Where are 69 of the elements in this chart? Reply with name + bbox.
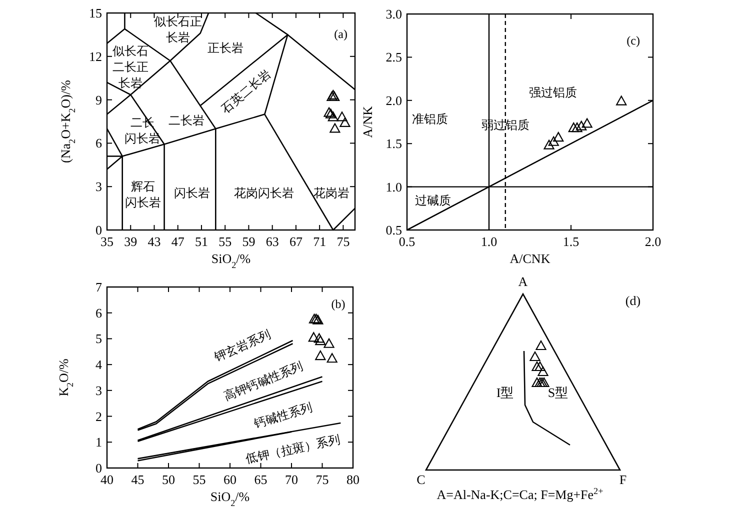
x-tick-label: 1.5 [562,234,580,249]
x-tick-label: 75 [336,234,350,249]
x-tick-label: 75 [316,472,329,487]
x-tick-label: 2.0 [644,234,662,249]
annotation: 二长岩 [168,114,205,128]
y-tick-label: 2.5 [386,50,402,65]
annotation: 似长石正长岩 [154,14,202,44]
x-tick-label: 51 [194,234,208,249]
x-tick-label: 80 [346,472,360,487]
x-tick-label: 47 [171,234,185,249]
annotation: 准铝质 [412,112,448,126]
text: F [619,472,627,487]
x-axis-title: SiO$_{2}$/% [210,489,250,508]
x-tick-label: 59 [242,234,256,249]
annotation: 强过铝质 [528,85,577,100]
y-tick-label: 2 [96,408,102,424]
y-tick-label: 1.5 [386,136,402,152]
y-tick-label: 4 [96,357,102,372]
text: A=Al-Na-K;C=Ca; F=Mg+Fe$^{2+}$ [436,486,604,502]
annotation: (b) [331,297,346,312]
y-tick-label: 12 [89,48,102,64]
annotation: 低钾（拉斑）系列 [244,432,342,466]
annotation: (a) [334,26,348,41]
y-axis-title: A/NK [360,106,375,138]
y-tick-label: 9 [96,92,102,108]
x-tick-label: 45 [131,472,144,487]
annotation: 辉石闪长岩 [125,179,162,210]
annotation: 过碱质 [415,193,452,208]
x-tick-label: 60 [224,472,236,487]
x-tick-label: 43 [148,234,161,249]
x-tick-label: 55 [218,234,232,249]
annotation: 闪长岩 [174,186,210,200]
y-tick-label: 0 [96,222,102,238]
x-tick-label: 71 [313,234,326,249]
y-tick-label: 7 [96,280,102,294]
text: S型 [548,385,568,400]
x-tick-label: 50 [162,472,175,487]
x-axis-title: A/CNK [510,251,551,266]
x-tick-label: 65 [254,472,268,487]
text: A [518,274,528,289]
text: (d) [625,293,641,308]
x-tick-label: 39 [124,234,138,249]
y-tick-label: 3 [96,382,102,398]
x-tick-label: 55 [192,472,206,487]
x-tick-label: 67 [289,234,303,249]
x-tick-label: 40 [100,472,114,487]
y-tick-label: 6 [96,305,102,320]
x-tick-label: 1.0 [480,234,498,249]
y-tick-label: 1 [96,434,102,450]
y-tick-label: 0 [96,460,102,476]
annotation: 花岗闪长岩 [234,186,294,200]
y-tick-label: 3 [96,179,102,194]
text: I型 [496,385,514,400]
annotation: (c) [626,33,640,48]
annotation: 似长石二长正长岩 [112,44,149,90]
y-tick-label: 2.0 [386,92,402,108]
x-tick-label: 63 [266,234,279,249]
annotation: 石英二长岩 [218,66,274,116]
x-axis-title: SiO$_{2}$/% [211,251,251,270]
y-tick-label: 1.0 [386,179,402,194]
y-tick-label: 5 [96,331,102,346]
text: C [416,472,426,487]
annotation: 花岗岩 [313,186,350,200]
x-tick-label: 35 [100,234,114,249]
x-tick-label: 70 [285,472,298,487]
y-tick-label: 3.0 [386,6,402,22]
y-tick-label: 15 [89,6,102,20]
annotation: 正长岩 [208,41,244,56]
y-tick-label: 6 [96,136,102,151]
